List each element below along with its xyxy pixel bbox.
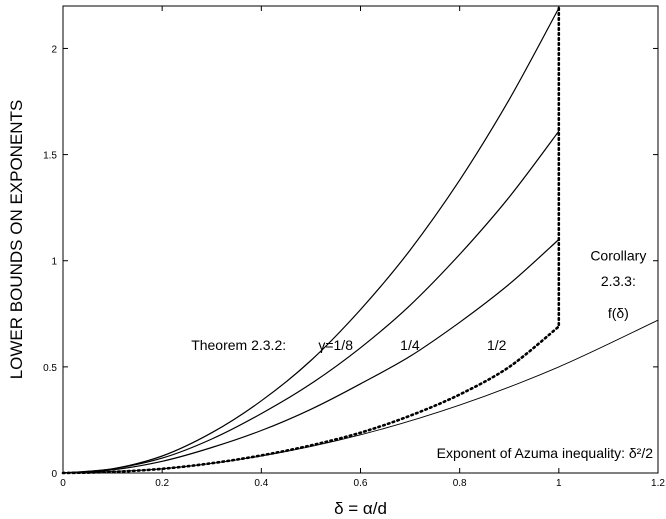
series-line-1 <box>62 7 560 474</box>
annotation-group: Theorem 2.3.2: γ=1/8 1/4 1/2 Corollary 2.3.3:… <box>191 248 653 461</box>
x-tick-label: 0.8 <box>453 478 467 489</box>
y-tick-label: 1 <box>51 257 57 268</box>
annotation-label: Exponent of Azuma inequality: δ²/2 <box>437 445 654 461</box>
annotation-label: 1/4 <box>400 337 420 353</box>
y-axis-label: LOWER BOUNDS ON EXPONENTS <box>7 100 26 380</box>
annotation-label: 2.3.3: <box>601 273 636 289</box>
tick-group: 0 0.2 0.4 0.6 0.8 1 1.2 0 0.5 1 1.5 2 <box>43 6 665 489</box>
x-tick-label: 0.6 <box>354 478 368 489</box>
annotation-label: f(δ) <box>608 305 629 321</box>
series-line-2 <box>62 130 560 474</box>
y-tick-label: 0.5 <box>43 363 57 374</box>
x-axis-label: δ = α/d <box>334 499 387 518</box>
annotation-label: Corollary <box>590 248 646 264</box>
annotation-label: Theorem 2.3.2: <box>191 337 286 353</box>
y-tick-label: 2 <box>51 44 57 55</box>
y-tick-label: 1.5 <box>43 151 57 162</box>
annotation-label: γ=1/8 <box>318 337 353 353</box>
series-line-5 <box>62 319 659 474</box>
x-tick-label: 0.4 <box>254 478 268 489</box>
series-line-3 <box>62 239 560 474</box>
x-tick-label: 1 <box>556 478 562 489</box>
plot-frame <box>62 5 659 474</box>
x-tick-label: 0 <box>60 478 66 489</box>
annotation-label: 1/2 <box>487 337 507 353</box>
x-tick-label: 1.2 <box>651 478 665 489</box>
y-tick-label: 0 <box>51 469 57 480</box>
x-tick-label: 0.2 <box>155 478 169 489</box>
series-group <box>61 4 659 475</box>
series-line-4 <box>61 4 561 475</box>
